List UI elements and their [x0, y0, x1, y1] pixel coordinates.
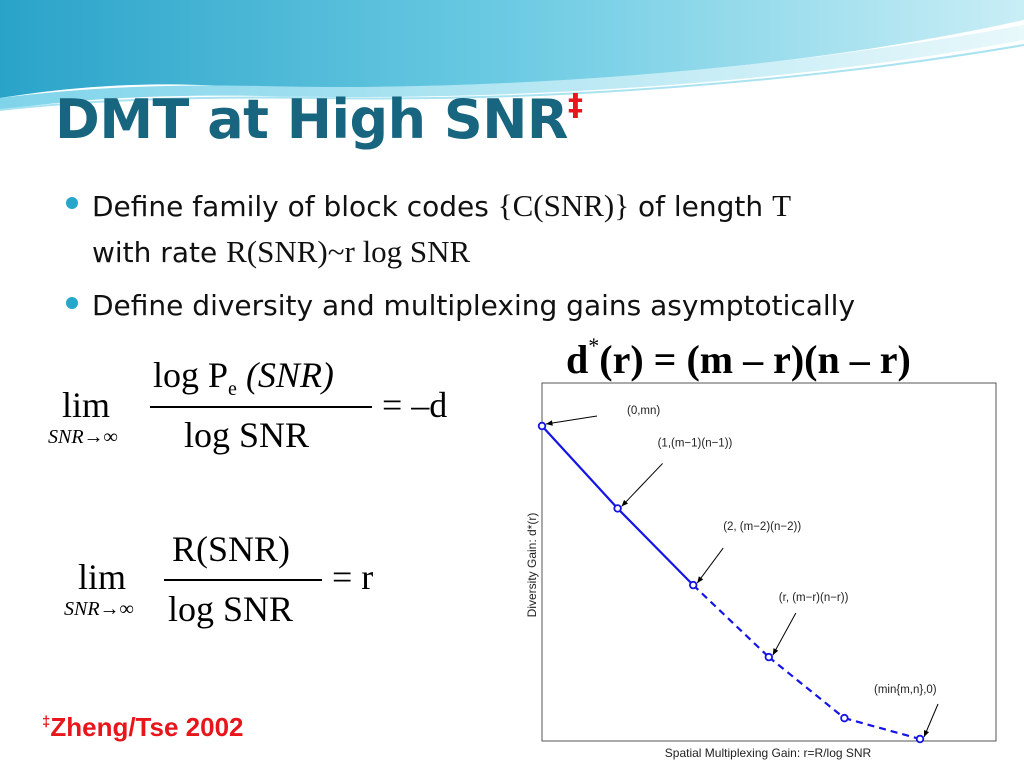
- chart-annotation-arrow: [545, 415, 598, 425]
- chart-annotation-label: (2, (m−2)(n−2)): [723, 521, 801, 533]
- dmt-formula-rest: (r) = (m – r)(n – r): [599, 337, 911, 382]
- limit2-lim: lim: [78, 557, 127, 597]
- bullet-dot: [66, 297, 78, 309]
- bullet-1-math-family: {C(SNR)}: [497, 188, 630, 223]
- chart-arrowhead: [621, 499, 629, 507]
- bullet-1-math-length: T: [772, 188, 791, 223]
- limit1-num-P: P: [208, 355, 229, 395]
- bullet-item-1: Define family of block codes {C(SNR)} of…: [66, 183, 1006, 275]
- chart-data-point: [537, 421, 547, 431]
- chart-data-point: [915, 734, 925, 744]
- chart-arrowhead: [924, 730, 930, 737]
- chart-x-axis-label: Spatial Multiplexing Gain: r=R/log SNR: [665, 746, 872, 760]
- limit1-num-log: log: [153, 355, 200, 395]
- chart-arrowhead: [697, 576, 704, 584]
- footnote: ‡Zheng/Tse 2002: [42, 712, 244, 743]
- bullet-list: Define family of block codes {C(SNR)} of…: [66, 183, 1006, 328]
- slide-title-text: DMT at High SNR: [55, 88, 569, 151]
- dmt-tradeoff-chart: (0,mn) (1,(m−1)(n−1)) (2, (m−2)(n−2)) (r, (…: [525, 382, 997, 760]
- chart-annotation-arrow: [621, 463, 663, 507]
- chart-annotation-label: (min{m,n},0): [874, 684, 937, 696]
- chart-annotation-arrow: [696, 547, 724, 584]
- chart-arrowhead: [546, 420, 553, 426]
- limit1-fraction-bar: [150, 406, 372, 408]
- header-wave-banner: [0, 0, 1024, 111]
- chart-solid-segment: [541, 425, 619, 510]
- bullet-2-text: Define diversity and multiplexing gains …: [92, 289, 856, 322]
- limit1-numerator: log Pe (SNR): [153, 354, 334, 401]
- chart-plot-area: [541, 382, 997, 742]
- chart-annotation-label: (0,mn): [627, 405, 660, 417]
- dmt-formula-d: d: [566, 337, 589, 382]
- limit1-subscript: SNR→∞: [48, 426, 118, 448]
- chart-dashed-segment: [768, 656, 846, 719]
- chart-y-axis-label: Diversity Gain: d*(r): [525, 513, 539, 618]
- limit2-numerator: R(SNR): [172, 529, 291, 569]
- limit1-rhs: = –d: [382, 385, 448, 425]
- limit2-rhs: = r: [332, 557, 374, 597]
- chart-solid-segment: [616, 507, 694, 586]
- limit1-denominator: log SNR: [184, 415, 310, 455]
- limit2-subscript: SNR→∞: [64, 598, 134, 620]
- chart-annotation-label: (r, (m−r)(n−r)): [779, 592, 849, 604]
- bullet-1-math-rate: R(SNR)~r log SNR: [226, 234, 471, 269]
- bullet-item-2: Define diversity and multiplexing gains …: [66, 283, 1006, 328]
- chart-data-point: [840, 713, 849, 723]
- slide-title: DMT at High SNR‡: [55, 88, 583, 151]
- footnote-text: Zheng/Tse 2002: [50, 712, 244, 742]
- chart-data-point: [764, 652, 773, 662]
- limit1-num-arg: (SNR): [245, 355, 334, 395]
- chart-data-point: [688, 580, 698, 590]
- bullet-1-middle: of length: [638, 190, 764, 223]
- chart-data-point: [613, 504, 622, 513]
- chart-dashed-segment: [692, 584, 770, 658]
- limit2-fraction-bar: [164, 579, 322, 581]
- footnote-mark: ‡: [42, 713, 51, 731]
- bullet-1-line2-prefix: with rate: [92, 236, 218, 269]
- dmt-formula-star: *: [588, 332, 600, 358]
- limit1-lim: lim: [62, 385, 111, 425]
- chart-annotation-arrow: [772, 612, 797, 656]
- limit2-denominator: log SNR: [168, 589, 294, 629]
- limit1-num-sub: e: [228, 378, 237, 401]
- bullet-dot: [66, 197, 78, 209]
- dmt-formula: d*(r) = (m – r)(n – r): [566, 332, 911, 383]
- chart-dashed-segment: [844, 717, 921, 741]
- chart-annotation-label: (1,(m−1)(n−1)): [658, 437, 733, 449]
- bullet-1-prefix: Define family of block codes: [92, 190, 489, 223]
- chart-arrowhead: [772, 648, 779, 656]
- title-footnote-mark: ‡: [568, 88, 583, 123]
